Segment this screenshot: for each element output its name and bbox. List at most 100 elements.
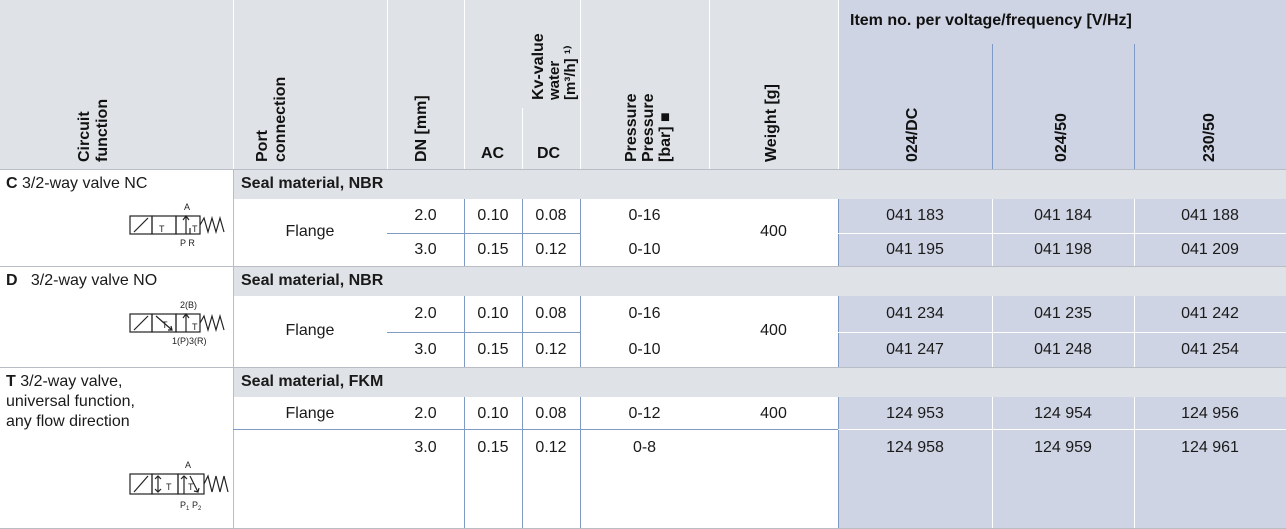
item-c-2-1: 041 195: [886, 241, 944, 258]
item-d-2-1: 041 247: [886, 341, 944, 358]
port-d: Flange: [285, 322, 335, 339]
symbol-label-bottom: P R: [180, 238, 195, 248]
weight-d: 400: [760, 322, 787, 339]
dn-t-2: 3.0: [414, 439, 437, 456]
item-t-1-2: 124 954: [1034, 405, 1092, 422]
function-letter: C: [6, 175, 18, 192]
header-voltage-02450: 024/50: [1053, 113, 1070, 162]
pressure-t-1: 0-12: [628, 405, 661, 422]
item-c-1-3: 041 188: [1181, 207, 1239, 224]
valve-symbol-c-icon: T T A P R: [129, 202, 225, 248]
dc-t-1: 0.08: [535, 405, 567, 422]
symbol-label-p2-sub: 2: [198, 506, 202, 512]
valve-symbol-t-icon: T T A P 1 P 2: [129, 460, 229, 512]
function-letter: D: [6, 272, 18, 289]
dc-c-2: 0.12: [535, 241, 567, 258]
pressure-c-2: 0-10: [628, 241, 661, 258]
item-c-1-2: 041 184: [1034, 207, 1092, 224]
item-d-1-3: 041 242: [1181, 305, 1239, 322]
dc-d-2: 0.12: [535, 341, 567, 358]
svg-text:T: T: [166, 482, 172, 492]
header-kv-ac: AC: [481, 145, 505, 162]
symbol-label-top: 2(B): [180, 300, 197, 310]
ac-t-1: 0.10: [477, 405, 509, 422]
header-connection: connection: [272, 76, 289, 162]
item-t-2-1: 124 958: [886, 439, 944, 456]
symbol-label-p1: P: [180, 500, 186, 510]
header-weight: Weight [g]: [763, 84, 780, 162]
valve-symbol-d-icon: T T 2(B) 1(P)3(R): [129, 300, 225, 346]
svg-text:T: T: [159, 224, 165, 234]
header-circuit: Circuit: [76, 111, 93, 162]
header-voltage-024dc: 024/DC: [904, 107, 921, 162]
symbol-label-p2: P: [192, 500, 198, 510]
port-c: Flange: [285, 223, 335, 240]
item-d-2-2: 041 248: [1034, 341, 1092, 358]
pressure-d-2: 0-10: [628, 341, 661, 358]
seal-title-d: Seal material, NBR: [241, 272, 384, 289]
dc-c-1: 0.08: [535, 207, 567, 224]
item-header-background: [838, 0, 1286, 169]
svg-text:T: T: [162, 320, 168, 330]
ac-d-2: 0.15: [477, 341, 509, 358]
ac-c-2: 0.15: [477, 241, 509, 258]
dc-d-1: 0.08: [535, 305, 567, 322]
function-t: T 3/2-way valve,: [6, 372, 123, 392]
dn-t-1: 2.0: [414, 405, 437, 422]
dc-t-2: 0.12: [535, 439, 567, 456]
header-item-no: Item no. per voltage/frequency [V/Hz]: [850, 12, 1132, 29]
pressure-d-1: 0-16: [628, 305, 661, 322]
seal-title-c: Seal material, NBR: [241, 175, 384, 192]
ac-t-2: 0.15: [477, 439, 509, 456]
symbol-label-p1-sub: 1: [186, 506, 190, 512]
pressure-c-1: 0-16: [628, 207, 661, 224]
item-d-1-1: 041 234: [886, 305, 944, 322]
item-t-1-3: 124 956: [1181, 405, 1239, 422]
function-t-line3: any flow direction: [6, 413, 130, 430]
dn-c-2: 3.0: [414, 241, 437, 258]
svg-text:T: T: [188, 482, 194, 492]
item-c-1-1: 041 183: [886, 207, 944, 224]
svg-text:T: T: [192, 322, 198, 332]
header-kv-dc: DC: [537, 145, 561, 162]
header-function: function: [94, 98, 111, 162]
ac-d-1: 0.10: [477, 305, 509, 322]
header-kv-water: water: [546, 60, 563, 100]
weight-c: 400: [760, 223, 787, 240]
item-c-2-3: 041 209: [1181, 241, 1239, 258]
header-dn: DN [mm]: [413, 95, 430, 162]
dn-d-2: 3.0: [414, 341, 437, 358]
weight-t: 400: [760, 405, 787, 422]
header-kv-value: Kv-value: [530, 33, 547, 100]
dn-c-1: 2.0: [414, 207, 437, 224]
function-t-line2: universal function,: [6, 393, 135, 410]
header-pressure-2: Pressure: [640, 93, 657, 163]
item-c-2-2: 041 198: [1034, 241, 1092, 258]
port-t: Flange: [285, 405, 335, 422]
function-c: C 3/2-way valve NC: [6, 174, 147, 194]
header-pressure-unit: [bar] ■: [657, 112, 674, 162]
header-pressure-1: Pressure: [623, 93, 640, 163]
function-d: D 3/2-way valve NO: [6, 271, 157, 291]
function-label: 3/2-way valve NO: [30, 272, 158, 289]
symbol-label-top: A: [185, 460, 191, 470]
ac-c-1: 0.10: [477, 207, 509, 224]
seal-title-t: Seal material, FKM: [241, 373, 384, 390]
svg-text:T: T: [192, 224, 198, 234]
header-background: [0, 0, 838, 169]
item-d-2-3: 041 254: [1181, 341, 1239, 358]
function-label: 3/2-way valve NC: [22, 175, 148, 192]
symbol-label-top: A: [184, 202, 190, 212]
function-letter: T: [6, 373, 16, 390]
item-t-1-1: 124 953: [886, 405, 944, 422]
header-port: Port: [254, 130, 271, 162]
function-label-line1: 3/2-way valve,: [20, 373, 123, 390]
symbol-label-bottom: 1(P)3(R): [172, 336, 207, 346]
pressure-t-2: 0-8: [632, 439, 657, 456]
header-kv-unit: [m³/h] ¹⁾: [562, 45, 579, 101]
dn-d-1: 2.0: [414, 305, 437, 322]
item-d-1-2: 041 235: [1034, 305, 1092, 322]
item-t-2-2: 124 959: [1034, 439, 1092, 456]
item-t-2-3: 124 961: [1181, 439, 1239, 456]
header-voltage-23050: 230/50: [1201, 113, 1218, 162]
